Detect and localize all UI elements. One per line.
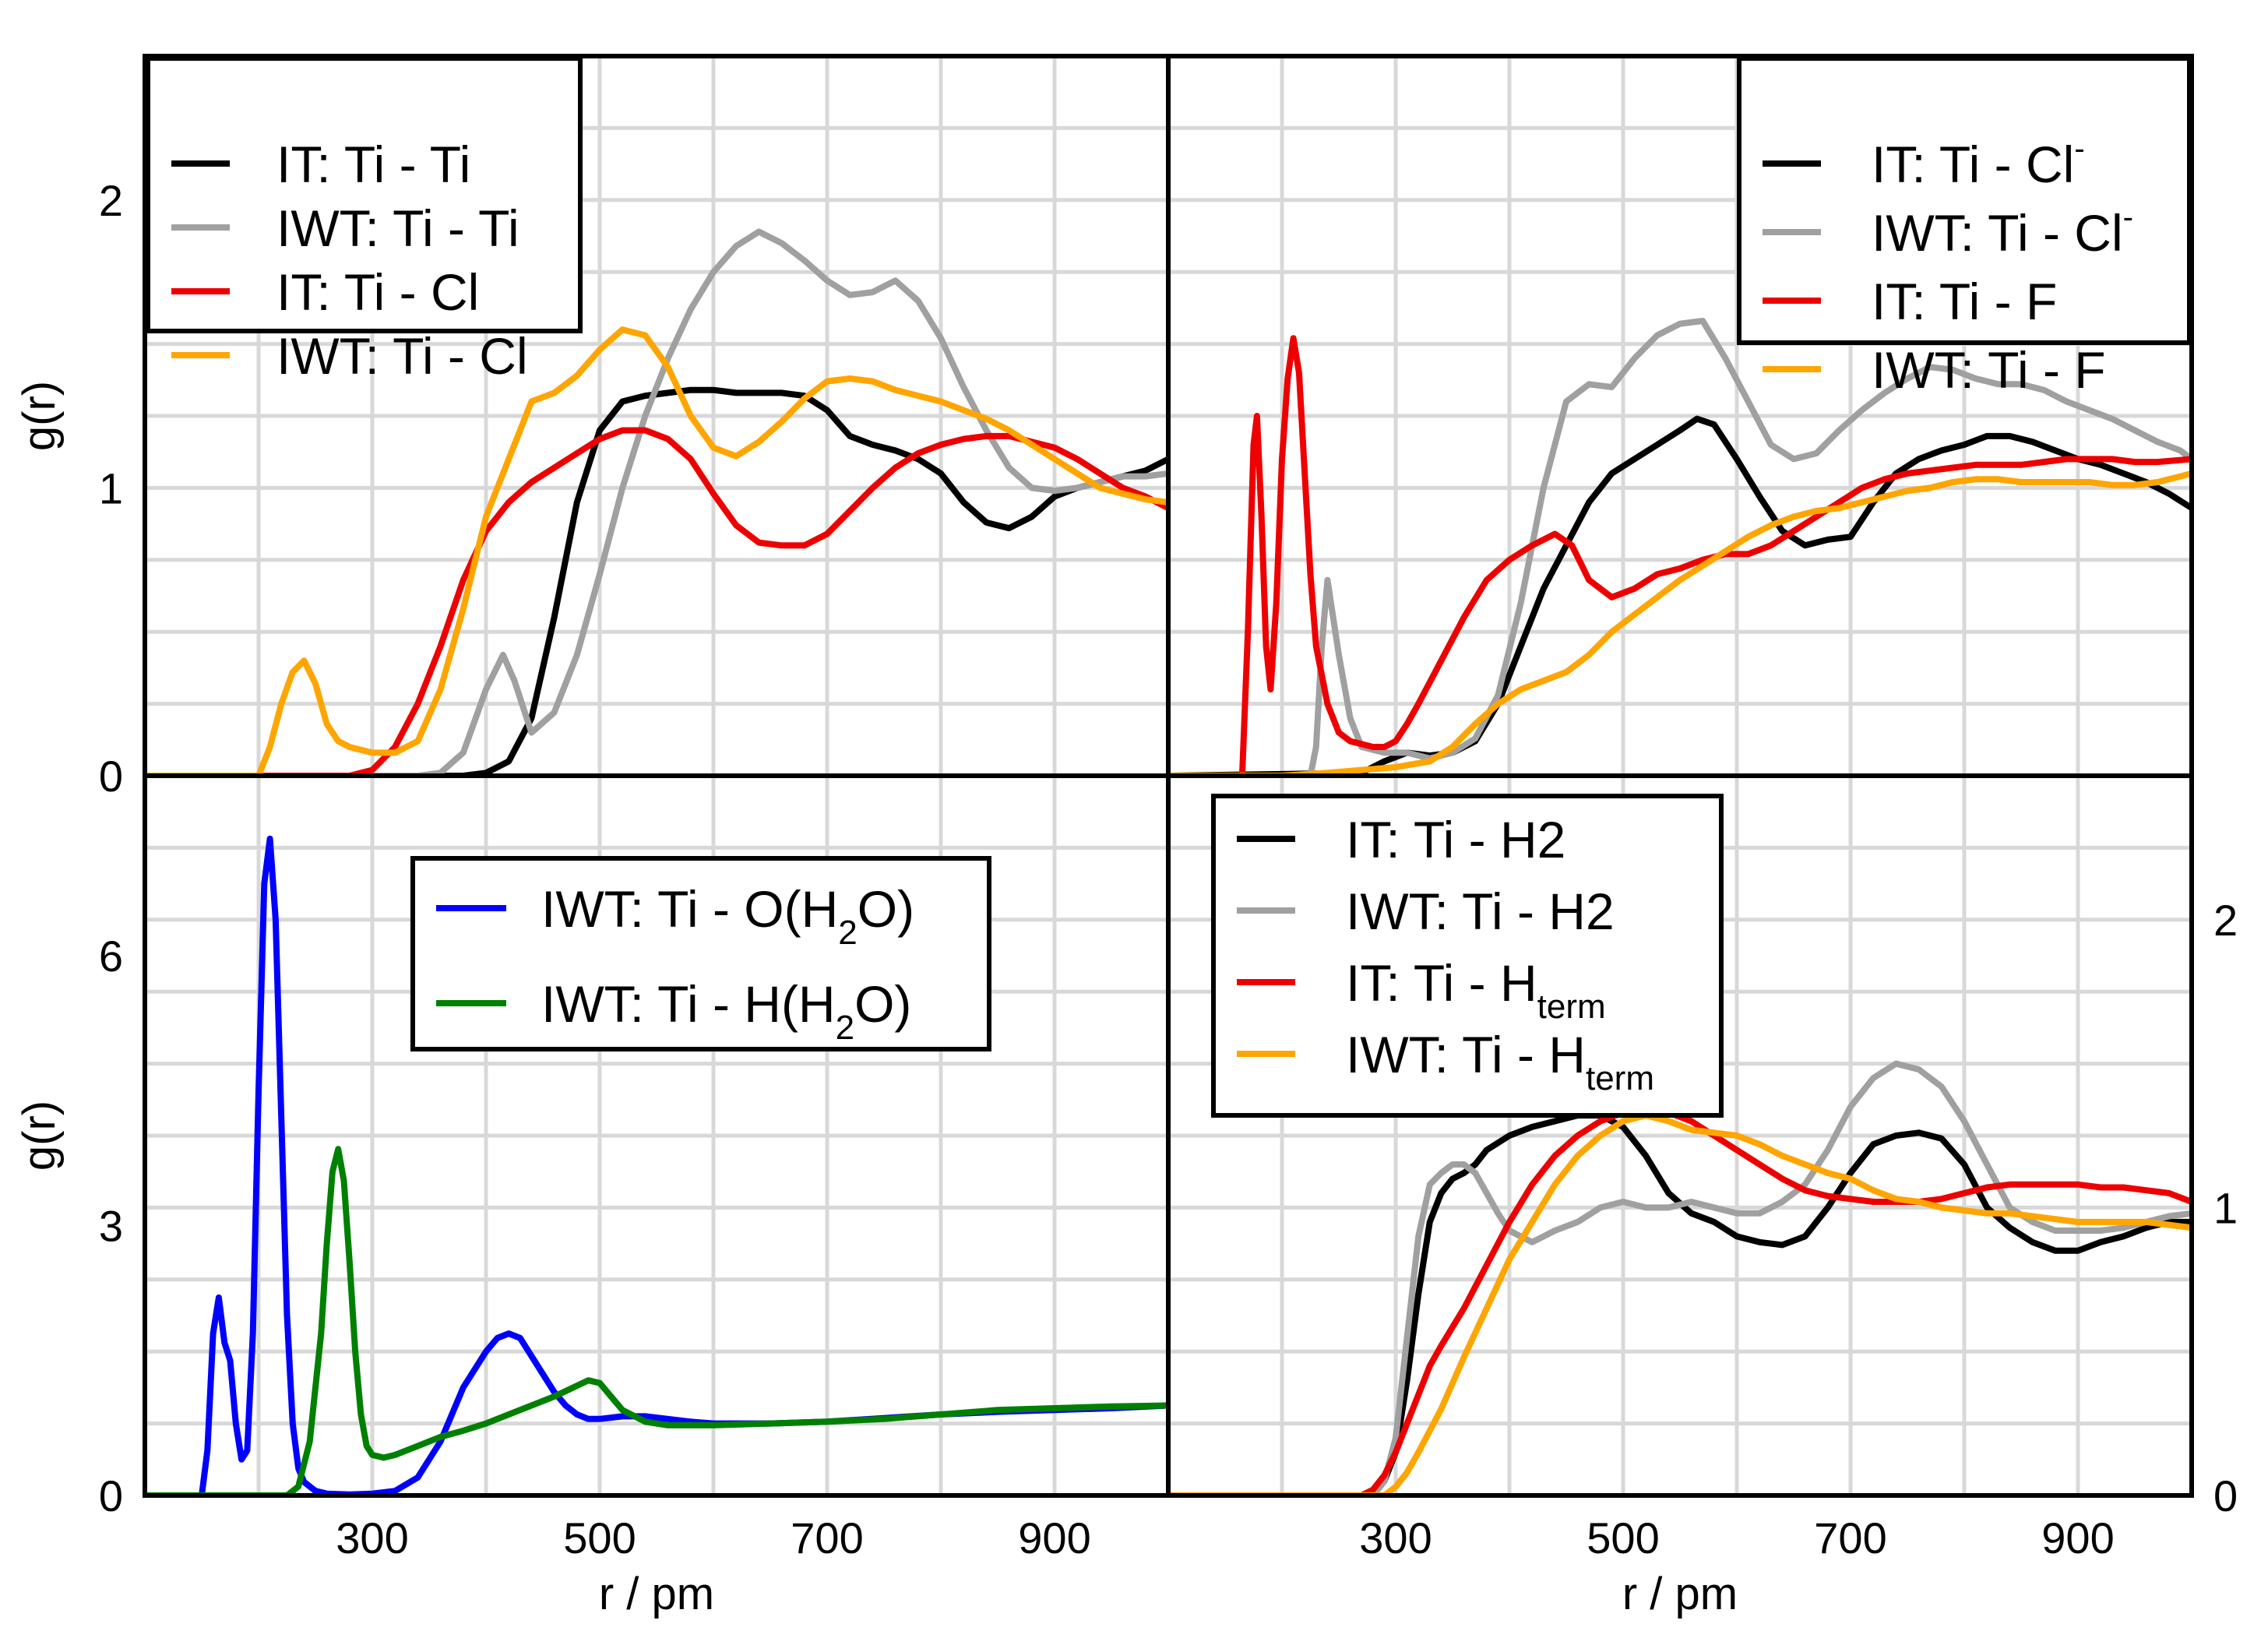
y-axis-label: g(r)	[14, 1101, 65, 1171]
series-line-4	[145, 326, 1168, 776]
legend: IT: Ti - Ti IWT: Ti - Ti IT: Ti - Cl IWT: T…	[146, 56, 583, 385]
series-line-2	[145, 228, 1168, 776]
series-group	[1168, 1060, 2192, 1495]
y-tick-label: 2	[2213, 896, 2238, 945]
x-tick-label: 300	[1359, 1513, 1432, 1562]
x-tick-label: 300	[336, 1513, 408, 1562]
series-line-4	[1168, 1112, 2192, 1495]
series-group	[145, 835, 1168, 1495]
legend-entry-label: IT: Ti - H2	[1346, 811, 1565, 868]
legend-entry-label: IWT: Ti - F	[1872, 341, 2106, 399]
series-group	[145, 228, 1168, 776]
legend: IWT: Ti - O(H2O) IWT: Ti - H(H2O)	[410, 856, 991, 1051]
series-line-3	[1168, 1104, 2192, 1495]
legend-box	[410, 856, 991, 1051]
legend-box	[1737, 56, 2192, 345]
x-tick-label: 700	[1814, 1513, 1886, 1562]
legend-entry-label: IWT: Ti - H(H2O)	[541, 975, 911, 1047]
legend-box	[146, 56, 583, 333]
series-line-2	[145, 1146, 1168, 1495]
legend-entry-label: IT: Ti - Cl	[276, 263, 479, 321]
y-tick-label: 1	[99, 463, 123, 513]
y-tick-label: 3	[99, 1202, 123, 1251]
legend-entry-label: IT: Ti - Cl-	[1872, 132, 2085, 193]
plot-frame	[1166, 773, 2194, 1498]
y-tick-label: 6	[99, 932, 123, 981]
x-tick-label: 500	[563, 1513, 636, 1562]
y-tick-label: 1	[2213, 1183, 2238, 1232]
series-line-1	[1168, 1112, 2192, 1495]
x-axis-label: r / pm	[1622, 1569, 1738, 1619]
series-line-4	[1168, 470, 2192, 776]
x-tick-label: 900	[1018, 1513, 1090, 1562]
legend-entry-label: IT: Ti - Hterm	[1346, 954, 1606, 1026]
y-tick-label: 2	[99, 176, 123, 225]
x-tick-label: 900	[2041, 1513, 2114, 1562]
legend-entry-label: IWT: Ti - Hterm	[1346, 1026, 1654, 1097]
y-axis-label: g(r)	[14, 381, 65, 451]
legend-entry-label: IWT: Ti - Cl-	[1872, 200, 2133, 262]
x-axis-label: r / pm	[599, 1569, 714, 1619]
legend-entry-label: IWT: Ti - Ti	[276, 199, 519, 257]
y-tick-label: 0	[99, 752, 123, 801]
legend: IT: Ti - H2 IWT: Ti - H2 IT: Ti - HtermIWT…	[1211, 794, 1724, 1118]
legend-entry-label: IT: Ti - Ti	[276, 136, 470, 193]
series-line-3	[1168, 335, 2192, 776]
x-tick-label: 700	[791, 1513, 863, 1562]
legend-box	[1211, 794, 1724, 1118]
legend-entry-label: IWT: Ti - H2	[1346, 882, 1615, 940]
legend-entry-label: IWT: Ti - Cl	[276, 327, 528, 385]
y-tick-label: 0	[2213, 1471, 2238, 1520]
legend-entry-label: IT: Ti - F	[1872, 273, 2057, 330]
series-group	[1168, 318, 2192, 776]
panel-top-right: IT: Ti - Cl- IWT: Ti - Cl- IT: Ti - F IWT: …	[1166, 54, 2194, 778]
legend: IT: Ti - Cl- IWT: Ti - Cl- IT: Ti - F IWT: …	[1737, 56, 2192, 399]
x-tick-label: 500	[1587, 1513, 1659, 1562]
legend-entry-label: IWT: Ti - O(H2O)	[541, 880, 914, 952]
panel-bottom-right: 0 1 2 300 500 700 900 r / pm IT: Ti - H2 IWT: Ti …	[1166, 773, 2238, 1619]
y-tick-label: 0	[99, 1471, 123, 1520]
